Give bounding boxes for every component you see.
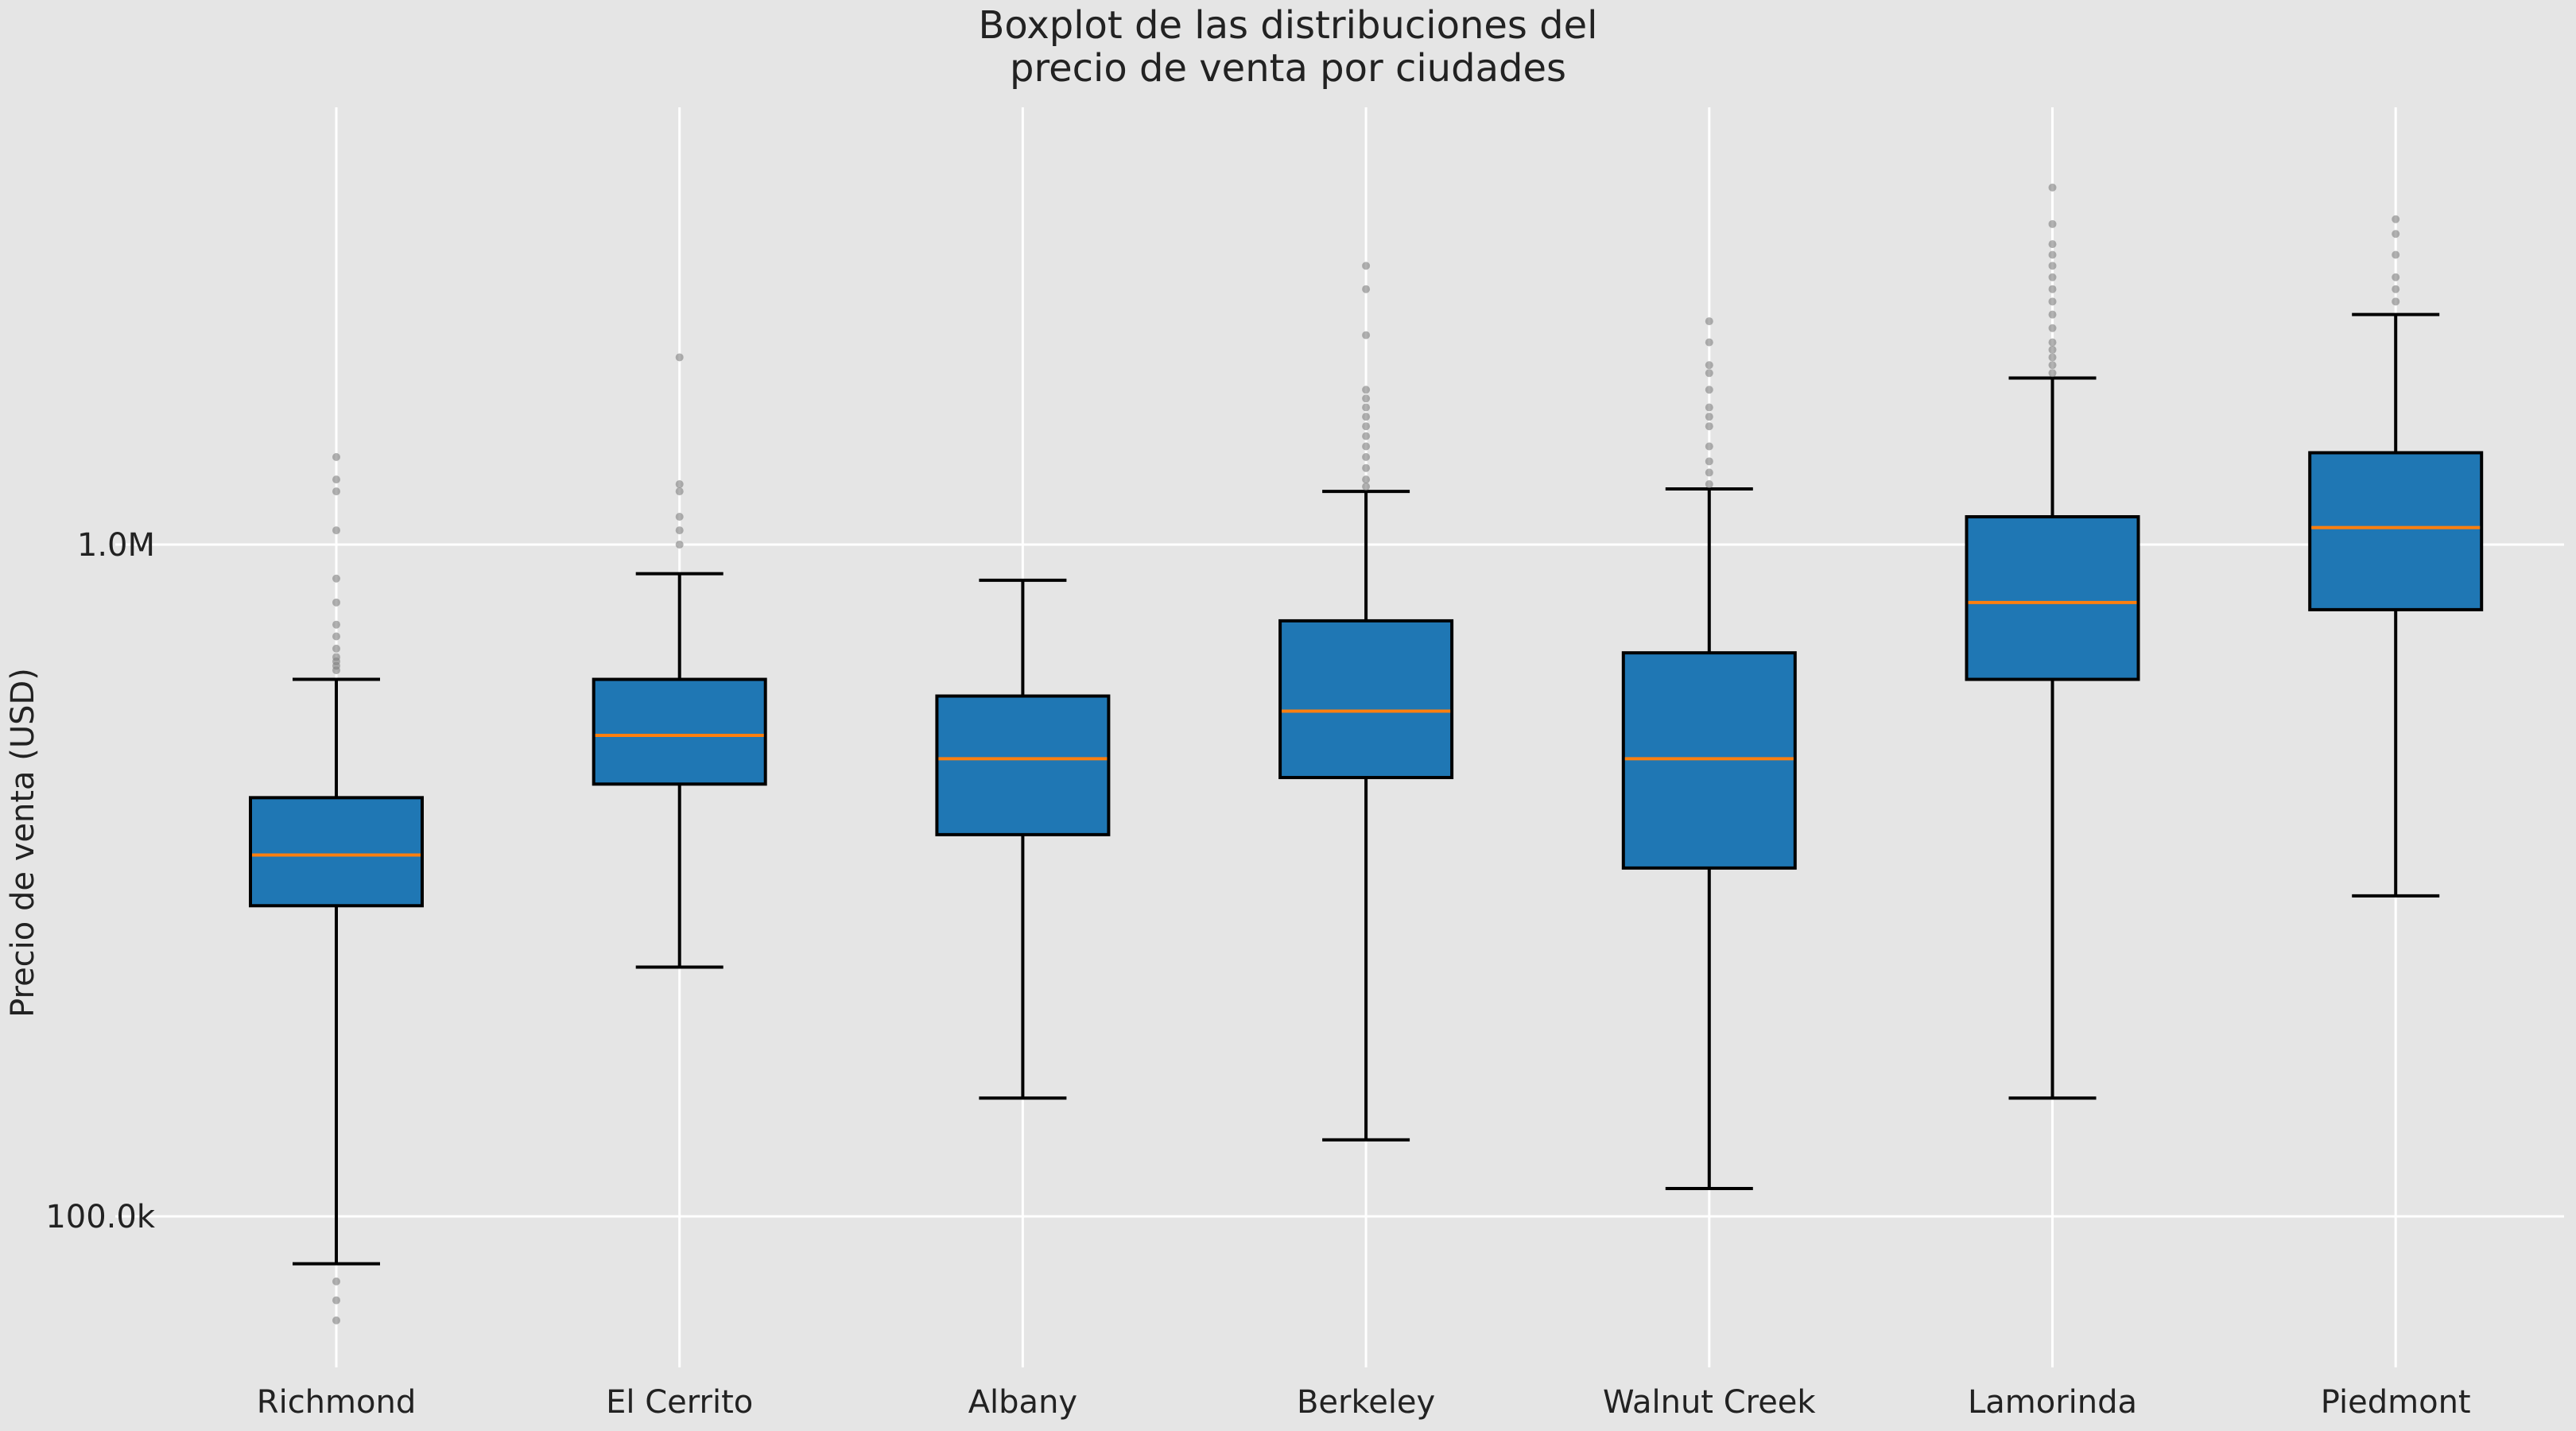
x-tick-label: Berkeley: [1297, 1384, 1435, 1421]
outlier-point: [1705, 361, 1713, 370]
outlier-point: [332, 574, 340, 583]
outlier-point: [2048, 262, 2057, 270]
outlier-point: [675, 353, 684, 362]
iqr-box: [2308, 451, 2484, 611]
outlier-point: [332, 1316, 340, 1324]
outlier-point: [1362, 432, 1371, 440]
outlier-point: [1705, 338, 1713, 347]
box-group: [1278, 262, 1454, 1142]
outlier-point: [2048, 338, 2057, 347]
outlier-point: [332, 620, 340, 629]
outlier-point: [1705, 386, 1713, 394]
outlier-point: [2048, 369, 2057, 378]
outlier-point: [332, 487, 340, 496]
outlier-point: [1362, 285, 1371, 293]
outlier-point: [1362, 483, 1371, 491]
outlier-point: [2392, 285, 2400, 293]
outlier-point: [2392, 273, 2400, 281]
iqr-box: [1621, 651, 1797, 870]
iqr-box: [592, 677, 767, 786]
outlier-point: [332, 526, 340, 535]
outlier-point: [1362, 452, 1371, 461]
iqr-box: [1965, 515, 2140, 681]
box-group: [1621, 317, 1797, 1191]
outlier-point: [1705, 369, 1713, 378]
outlier-point: [2392, 215, 2400, 223]
x-tick-label: Lamorinda: [1968, 1384, 2137, 1421]
outlier-point: [1362, 262, 1371, 270]
box-group: [2308, 215, 2484, 898]
outlier-point: [1705, 317, 1713, 326]
outlier-point: [675, 526, 684, 535]
outlier-point: [1362, 331, 1371, 339]
box-group: [592, 353, 767, 969]
outlier-point: [2048, 250, 2057, 259]
iqr-box: [935, 694, 1111, 836]
x-axis-ticks: Richmond El Cerrito Albany Berkeley Walnut C…: [257, 1384, 2471, 1421]
outlier-point: [2392, 297, 2400, 306]
outlier-point: [1362, 413, 1371, 421]
outlier-point: [675, 487, 684, 496]
outlier-point: [675, 513, 684, 522]
x-tick-label: Albany: [968, 1384, 1077, 1421]
x-tick-label: Piedmont: [2321, 1384, 2471, 1421]
outlier-point: [1705, 442, 1713, 451]
outlier-point: [675, 480, 684, 489]
outlier-point: [1362, 394, 1371, 403]
outlier-point: [2048, 219, 2057, 228]
outlier-point: [332, 598, 340, 607]
x-tick-label: Walnut Creek: [1603, 1384, 1816, 1421]
outlier-point: [2048, 273, 2057, 281]
outlier-point: [1705, 480, 1713, 489]
outlier-point: [2048, 353, 2057, 362]
outlier-point: [1362, 442, 1371, 451]
outlier-point: [2392, 230, 2400, 238]
outlier-point: [2048, 297, 2057, 306]
iqr-box: [249, 796, 424, 908]
x-tick-label: Richmond: [257, 1384, 416, 1421]
boxes: [249, 183, 2484, 1324]
y-axis-label: Precio de venta (USD): [5, 668, 41, 1018]
outlier-point: [332, 1277, 340, 1286]
outlier-point: [1705, 457, 1713, 466]
outlier-point: [332, 1296, 340, 1305]
box-group: [249, 452, 424, 1324]
outlier-point: [675, 541, 684, 549]
outlier-point: [332, 632, 340, 641]
outlier-point: [2048, 324, 2057, 332]
outlier-point: [1362, 422, 1371, 431]
outlier-point: [2048, 240, 2057, 249]
outlier-point: [332, 644, 340, 653]
outlier-point: [1705, 403, 1713, 412]
outlier-point: [332, 475, 340, 484]
y-tick-label: 1.0M: [77, 527, 155, 564]
outlier-point: [1705, 468, 1713, 477]
outlier-point: [1362, 386, 1371, 394]
outlier-point: [2048, 285, 2057, 293]
outlier-point: [2048, 310, 2057, 319]
outlier-point: [2392, 250, 2400, 259]
x-tick-label: El Cerrito: [606, 1384, 753, 1421]
box-group: [1965, 183, 2140, 1100]
outlier-point: [1362, 463, 1371, 472]
outlier-point: [1705, 413, 1713, 421]
outlier-point: [2048, 361, 2057, 370]
chart-title-line-2: precio de venta por ciudades: [1010, 46, 1566, 91]
y-axis-ticks: 100.0k 1.0M: [45, 527, 156, 1235]
outlier-point: [1362, 403, 1371, 412]
outlier-point: [2048, 345, 2057, 354]
box-group: [935, 578, 1111, 1100]
outlier-point: [1705, 422, 1713, 431]
chart-title-line-1: Boxplot de las distribuciones del: [979, 3, 1598, 48]
outlier-point: [1362, 475, 1371, 484]
iqr-box: [1278, 619, 1454, 780]
outlier-point: [2048, 183, 2057, 192]
outlier-point: [332, 653, 340, 661]
y-tick-label: 100.0k: [45, 1199, 156, 1235]
outlier-point: [332, 452, 340, 461]
